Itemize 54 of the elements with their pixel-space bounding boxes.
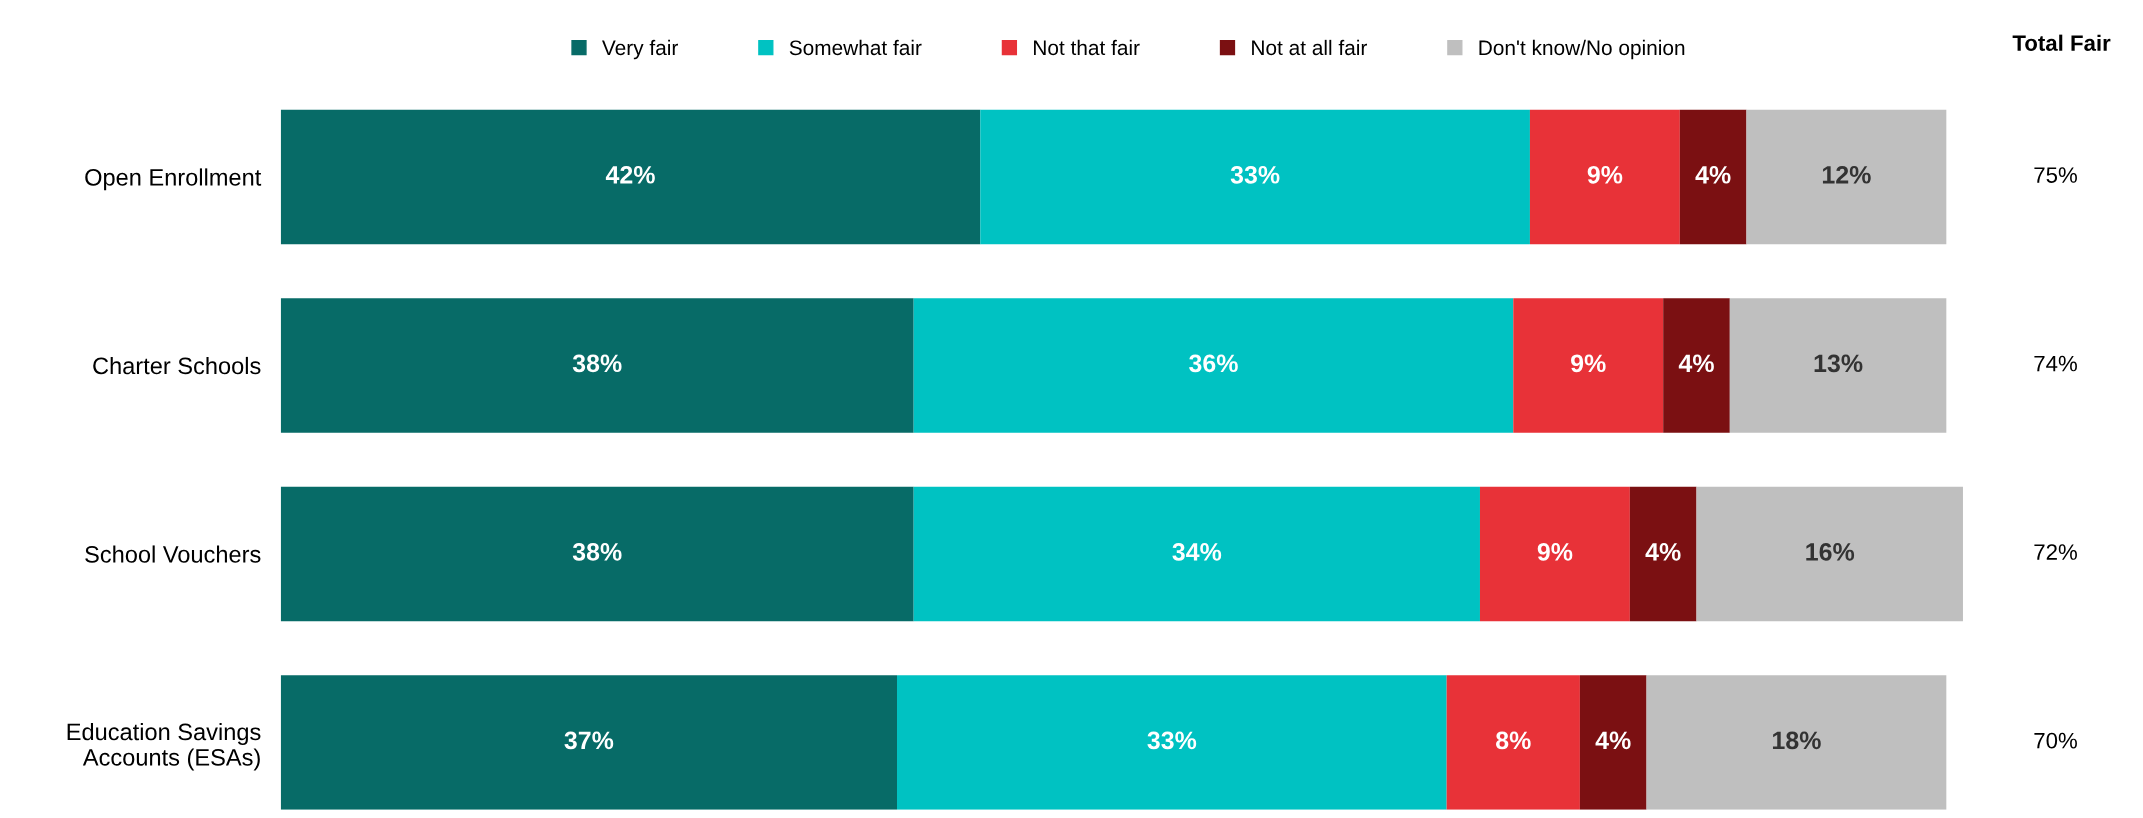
text: 72% <box>2034 544 2077 560</box>
bar <box>1629 486 1697 622</box>
bar <box>1479 486 1630 622</box>
bar <box>1729 298 1947 433</box>
data-label: 37% <box>564 731 614 750</box>
bar <box>280 109 981 245</box>
data-label: 34% <box>1172 542 1222 561</box>
bar <box>913 486 1480 622</box>
data-label: 13% <box>1814 354 1863 373</box>
bar <box>280 486 914 622</box>
data-label: 33% <box>1230 165 1280 184</box>
text: 74% <box>2034 355 2077 372</box>
bar <box>280 675 897 810</box>
bar <box>1529 109 1680 245</box>
bar <box>897 675 1447 810</box>
data-label: 9% <box>1571 354 1606 373</box>
data-label: 4% <box>1678 354 1714 373</box>
text: 75% <box>2034 167 2077 183</box>
bar <box>280 298 914 433</box>
bar <box>1579 675 1647 810</box>
data-label: 4% <box>1595 731 1631 750</box>
data-label: 38% <box>572 542 622 561</box>
bar <box>913 298 1514 433</box>
data-label: 33% <box>1147 731 1197 750</box>
data-label: 8% <box>1496 731 1531 750</box>
data-label: 38% <box>572 354 622 373</box>
data-label: 42% <box>605 165 655 184</box>
data-label: 18% <box>1772 731 1821 750</box>
legend-label: Somewhat fair <box>789 39 922 56</box>
bar <box>1513 298 1664 433</box>
text: 70% <box>2034 732 2077 749</box>
legend-label: Not at all fair <box>1252 39 1368 56</box>
bar <box>1679 109 1747 245</box>
data-label: 9% <box>1587 165 1623 184</box>
bar <box>1646 675 1947 810</box>
bar <box>1663 298 1730 433</box>
y-tick-label: Open Enrollment <box>85 168 262 191</box>
data-label: 4% <box>1695 165 1731 184</box>
y-tick-label: School Vouchers <box>85 545 261 563</box>
data-label: 9% <box>1537 542 1573 561</box>
bar <box>1746 109 1947 245</box>
bar <box>1696 486 1963 622</box>
data-label: 36% <box>1189 354 1238 373</box>
legend-label: Very fair <box>602 39 678 60</box>
y-tick-label: Charter Schools <box>93 356 261 375</box>
bar <box>1446 675 1580 810</box>
legend-label: Not that fair <box>1034 39 1140 56</box>
data-label: 16% <box>1806 542 1855 561</box>
y-tick-label: Education Savings Accounts (ESAs) <box>67 722 261 771</box>
text: Total Fair <box>2012 34 2111 51</box>
data-label: 12% <box>1822 165 1871 184</box>
legend-label: Don't know/No opinion <box>1479 39 1685 60</box>
data-label: 4% <box>1645 543 1681 561</box>
bar <box>980 109 1530 245</box>
